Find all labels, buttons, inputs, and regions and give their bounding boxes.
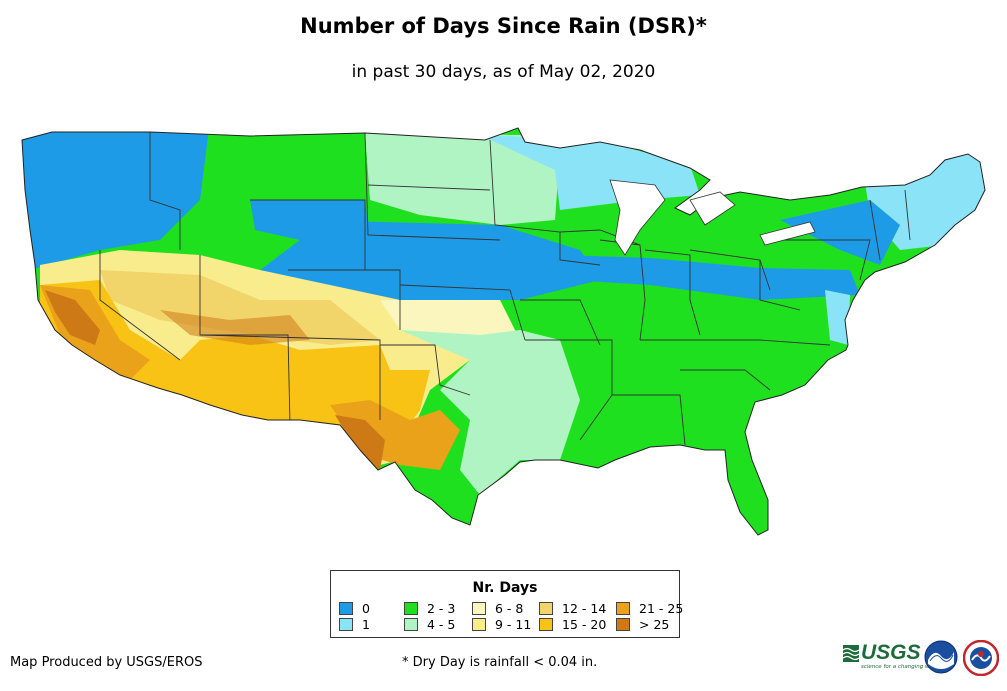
legend-swatch (472, 618, 486, 631)
legend-label: 4 - 5 (427, 617, 456, 632)
state-boundaries (99, 132, 911, 446)
class-12-14-basin (100, 270, 380, 345)
legend-item: > 25 (616, 618, 669, 632)
legend-swatch (616, 618, 630, 631)
legend-item: 9 - 11 (472, 618, 531, 632)
legend-item: 21 - 25 (616, 602, 683, 616)
legend-swatch (539, 618, 553, 631)
us-outline (21, 127, 986, 536)
legend-item: 2 - 3 (404, 602, 455, 616)
legend-label: 9 - 11 (495, 617, 532, 632)
class-gt25-big-bend (335, 415, 385, 470)
legend-item: 1 (339, 618, 370, 632)
legend-swatch (339, 602, 353, 615)
legend-label: > 25 (639, 617, 670, 632)
class-21-25-west-texas (330, 400, 460, 470)
legend-swatch (472, 602, 486, 615)
usgs-wordmark: USGS (861, 641, 921, 664)
nws-logo (963, 640, 999, 676)
legend-swatch (339, 618, 353, 631)
legend-label: 15 - 20 (562, 617, 607, 632)
class-0-wyoming (250, 200, 370, 240)
legend-item: 6 - 8 (472, 602, 523, 616)
legend-swatch (404, 602, 418, 615)
legend-label: 6 - 8 (495, 601, 524, 616)
map-title: Number of Days Since Rain (DSR)* (300, 14, 707, 38)
legend-swatch (616, 602, 630, 615)
legend-item: 4 - 5 (404, 618, 455, 632)
class-0-northeast (780, 200, 900, 265)
usgs-tagline: science for a changing world (861, 664, 941, 670)
legend-item: 0 (339, 602, 370, 616)
lake-erie (759, 221, 816, 246)
class-4-5-southern-plains (400, 330, 580, 495)
class-gt25-nevada-patches (160, 310, 310, 345)
legend-swatch (404, 618, 418, 631)
legend-title: Nr. Days (472, 580, 538, 596)
legend-label: 1 (362, 617, 370, 632)
dsr-color-fields (22, 128, 985, 535)
usgs-logo: USGS science for a changing world (843, 641, 940, 673)
credit-text: Map Produced by USGS/EROS (10, 655, 203, 670)
legend-label: 21 - 25 (639, 601, 684, 616)
class-6-8-plains (380, 300, 520, 340)
class-1-mid-atlantic (825, 290, 850, 345)
map-subtitle: in past 30 days, as of May 02, 2020 (351, 62, 656, 82)
class-2-3-northern-rockies (210, 140, 360, 210)
legend-label: 2 - 3 (427, 601, 456, 616)
class-0-pacific-nw (22, 128, 210, 270)
lake-huron (689, 191, 736, 226)
noaa-logo (924, 640, 958, 674)
class-gt25-socal-coast (45, 290, 100, 345)
class-0-ohio-valley (560, 255, 860, 300)
legend-item: 15 - 20 (539, 618, 606, 632)
class-4-5-northern-plains (365, 133, 560, 225)
class-15-20-az-nm (40, 280, 430, 460)
legend-label: 0 (362, 601, 370, 616)
footnote-text: * Dry Day is rainfall < 0.04 in. (402, 655, 598, 670)
lake-michigan (609, 179, 666, 256)
usgs-wave-icon (843, 645, 859, 662)
legend-item: 12 - 14 (539, 602, 606, 616)
legend-label: 12 - 14 (562, 601, 607, 616)
legend-swatch (539, 602, 553, 615)
